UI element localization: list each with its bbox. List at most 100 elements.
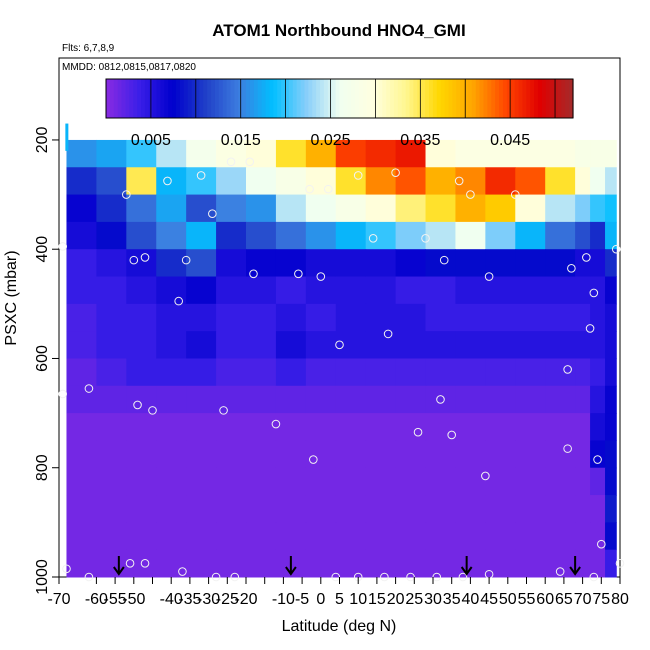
heat-cell <box>515 167 546 196</box>
heat-cell <box>575 331 591 359</box>
colorbar-segment <box>168 79 173 118</box>
colorbar-segment <box>397 79 403 118</box>
observation-point <box>84 384 94 393</box>
heat-cell <box>605 413 617 441</box>
observation-point <box>454 176 464 186</box>
heat-cell <box>275 139 307 168</box>
colorbar-segment <box>156 79 162 118</box>
heat-cell <box>216 385 247 414</box>
heat-cell <box>605 303 617 332</box>
colorbar: 0.005 0.015 0.025 0.035 0.045 <box>105 78 574 149</box>
colorbar-tick-label: 0.005 <box>131 132 171 149</box>
heat-cell <box>246 358 277 387</box>
colorbar-segment <box>269 79 274 118</box>
heat-cell <box>216 522 247 551</box>
heat-cell <box>275 385 307 414</box>
heat-cell <box>590 549 606 578</box>
heat-cell <box>365 139 397 168</box>
heat-cell <box>515 522 546 551</box>
x-tick-label: 5 <box>335 591 344 608</box>
observation-point <box>316 272 326 281</box>
colorbar-segment <box>183 79 189 118</box>
heat-cell <box>246 331 277 359</box>
heat-cell <box>395 385 427 414</box>
heat-cell <box>335 303 367 332</box>
observation-point <box>563 444 572 453</box>
y-tick-label: 600 <box>34 345 51 372</box>
heat-cell <box>590 413 606 441</box>
heat-cell <box>485 358 516 387</box>
colorbar-segment <box>553 79 559 118</box>
observation-point <box>323 184 333 194</box>
heat-cell <box>575 440 591 469</box>
heat-cell <box>425 495 456 523</box>
observation-point <box>481 471 490 481</box>
colorbar-tick-label: 0.035 <box>400 132 440 149</box>
heat-cell <box>246 167 277 196</box>
colorbar-segment <box>113 79 119 118</box>
heat-cell <box>485 276 516 305</box>
observation-point <box>555 567 565 576</box>
observation-point <box>305 184 314 194</box>
heat-cell <box>305 440 337 469</box>
heat-cell <box>485 331 516 359</box>
heat-cell <box>275 276 307 305</box>
colorbar-segment <box>499 79 504 118</box>
heat-cell <box>395 522 427 551</box>
heat-cell <box>590 249 606 278</box>
heat-cell <box>545 276 576 305</box>
heat-cell <box>395 303 427 332</box>
colorbar-segment <box>191 79 197 118</box>
heat-cell <box>275 167 307 196</box>
heat-cell <box>96 385 127 414</box>
heat-cell <box>246 440 277 469</box>
colorbar-segment <box>452 79 457 118</box>
heat-cell <box>455 467 486 496</box>
heat-cell <box>425 167 456 196</box>
colorbar-segment <box>179 79 185 118</box>
heat-cell <box>455 358 486 387</box>
heat-cell <box>246 549 277 578</box>
colorbar-segment <box>483 79 488 118</box>
heat-cell <box>305 167 337 196</box>
colorbar-segment <box>265 79 271 118</box>
heat-cell <box>335 495 367 523</box>
colorbar-segment <box>370 79 376 118</box>
colorbar-segment <box>444 79 450 118</box>
x-tick-label: 45 <box>480 591 498 608</box>
heat-cell <box>96 413 127 441</box>
colorbar-segment <box>187 79 193 118</box>
heat-cell <box>575 276 591 305</box>
heat-cell <box>126 522 157 551</box>
colorbar-segment <box>355 79 360 118</box>
colorbar-segment <box>549 79 555 118</box>
heat-cell <box>365 467 397 496</box>
observation-points <box>58 157 625 582</box>
heat-cell <box>66 167 97 196</box>
heat-cell <box>485 549 516 578</box>
colorbar-segment <box>537 79 543 118</box>
heat-cell <box>395 139 427 168</box>
colorbar-segment <box>491 79 496 118</box>
colorbar-segment <box>172 79 177 118</box>
x-tick-label: 30 <box>424 591 442 608</box>
observation-point <box>593 455 602 464</box>
heat-cell <box>395 167 427 196</box>
heat-cell <box>485 495 516 523</box>
heat-cell <box>395 276 427 305</box>
heat-cell <box>605 467 617 496</box>
heat-cell <box>305 194 337 223</box>
x-tick-label: 20 <box>387 591 405 608</box>
heat-cell <box>590 303 606 332</box>
colorbar-segment <box>195 79 200 118</box>
heat-cell <box>216 139 247 168</box>
colorbar-segment <box>413 79 418 118</box>
heat-cell <box>365 413 397 441</box>
colorbar-segment <box>277 79 282 118</box>
heat-cell <box>186 495 217 523</box>
colorbar-segment <box>530 79 535 118</box>
heat-cell <box>246 249 277 278</box>
observation-point <box>140 253 150 262</box>
heat-cell <box>515 139 546 168</box>
